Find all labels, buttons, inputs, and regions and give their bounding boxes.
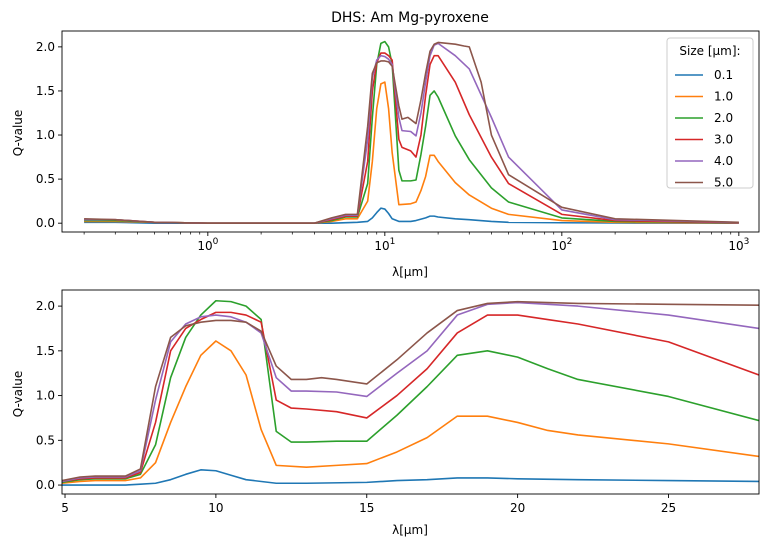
top-x-tick-label: 102 <box>551 237 572 253</box>
top-plot: 0.0 0.5 1.0 1.5 2.0 100 101 102 103 <box>36 30 760 253</box>
bottom-y-tick-label: 2.0 <box>36 299 55 313</box>
bottom-series-line-0.1 <box>62 469 759 486</box>
top-series-line-4.0 <box>84 42 739 224</box>
bottom-x-tick-label: 10 <box>208 501 223 515</box>
chart-title: DHS: Am Mg-pyroxene <box>331 10 489 26</box>
legend-title: Size [μm]: <box>679 44 740 58</box>
bottom-y-tick-label: 1.5 <box>36 344 55 358</box>
bottom-series-line-4.0 <box>62 301 759 483</box>
top-y-tick-label: 0.0 <box>36 216 55 230</box>
top-y-tick-label: 1.5 <box>36 84 55 98</box>
legend-label-2.0: 2.0 <box>714 111 733 125</box>
top-series-line-5.0 <box>84 41 739 224</box>
bottom-x-axis-label: λ[μm] <box>392 523 428 537</box>
top-x-tick-label: 100 <box>197 237 218 253</box>
top-x-tick-label: 103 <box>728 237 749 253</box>
bottom-plot: 0.0 0.5 1.0 1.5 2.0 5 10 15 20 25 <box>36 289 760 515</box>
top-x-axis-label: λ[μm] <box>392 265 428 279</box>
top-series-line-3.0 <box>84 52 739 224</box>
legend-label-0.1: 0.1 <box>714 68 733 82</box>
top-y-tick-label: 1.0 <box>36 128 55 142</box>
top-y-tick-label: 2.0 <box>36 40 55 54</box>
top-plot-frame <box>61 30 760 233</box>
bottom-series-line-2.0 <box>62 299 759 484</box>
top-y-tick-label: 0.5 <box>36 172 55 186</box>
top-x-tick-label: 101 <box>374 237 395 253</box>
bottom-y-tick-label: 0.5 <box>36 433 55 447</box>
bottom-series-line-3.0 <box>62 311 759 483</box>
bottom-y-tick-label: 0.0 <box>36 478 55 492</box>
bottom-y-tick-label: 1.0 <box>36 389 55 403</box>
bottom-y-axis-label: Q-value <box>11 371 25 418</box>
bottom-plot-frame <box>61 289 760 495</box>
legend-label-4.0: 4.0 <box>714 154 733 168</box>
top-y-axis-label: Q-value <box>11 110 25 157</box>
bottom-series-line-1.0 <box>62 340 759 485</box>
legend: Size [μm]: 0.1 1.0 2.0 3.0 4.0 5.0 <box>666 37 754 190</box>
bottom-x-tick-label: 5 <box>61 501 69 515</box>
bottom-x-tick-label: 20 <box>510 501 525 515</box>
bottom-x-tick-label: 15 <box>359 501 374 515</box>
legend-box <box>666 37 754 189</box>
legend-label-1.0: 1.0 <box>714 90 733 104</box>
bottom-x-tick-label: 25 <box>661 501 676 515</box>
bottom-series-line-5.0 <box>62 300 759 482</box>
legend-label-5.0: 5.0 <box>714 176 733 190</box>
legend-label-3.0: 3.0 <box>714 133 733 147</box>
